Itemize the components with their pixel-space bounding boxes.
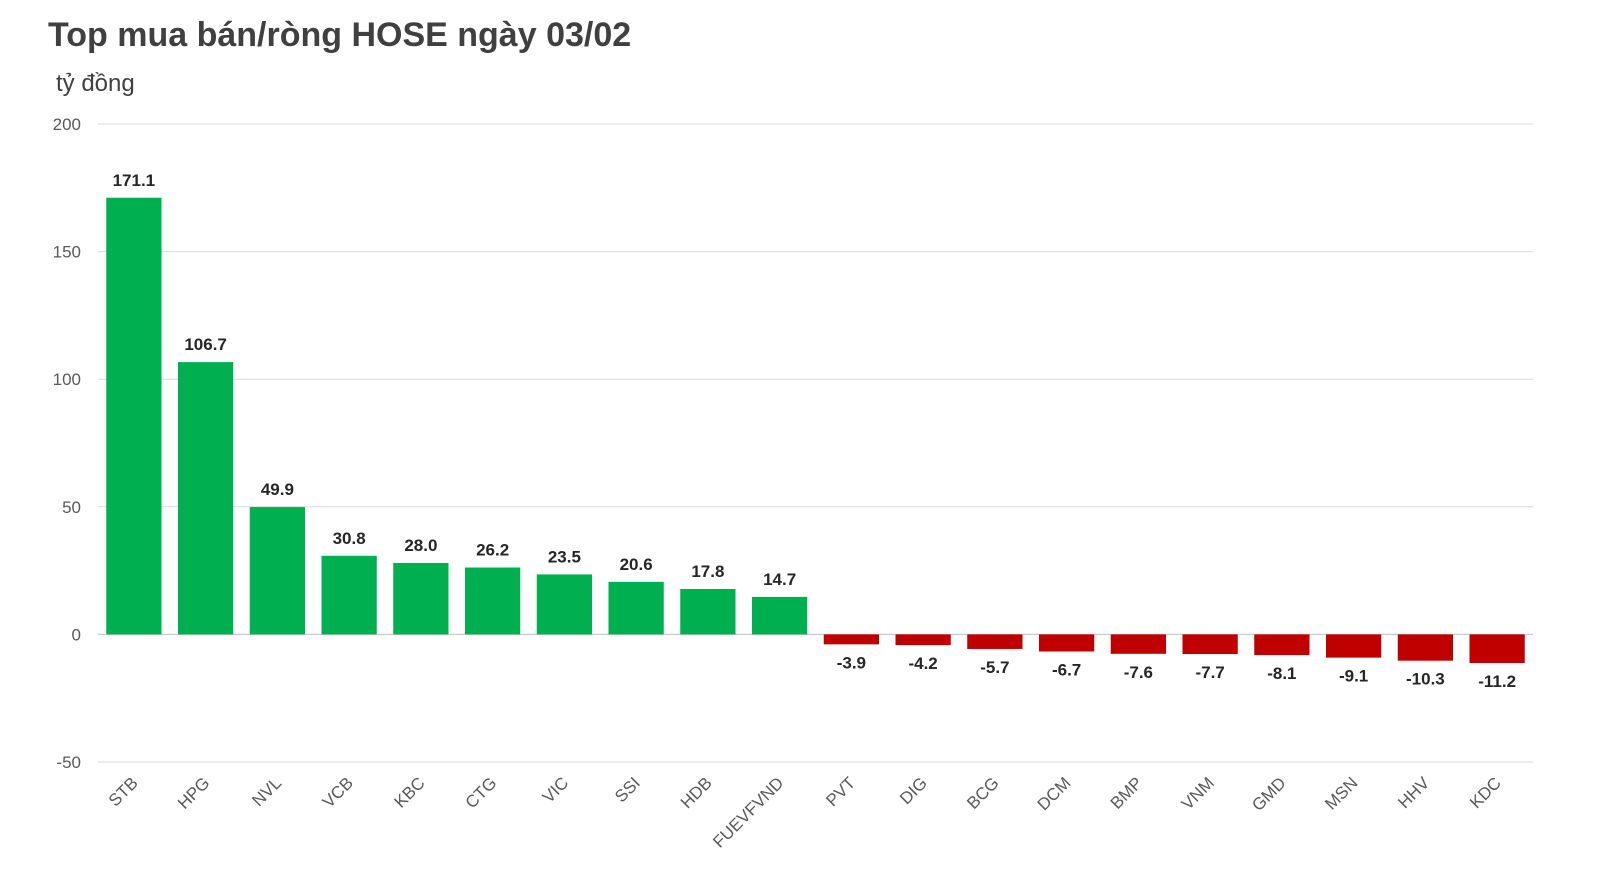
bar-fuevfvnd [752,596,808,635]
x-tick-label: STB [105,773,142,810]
bar-msn [1326,634,1382,658]
bar-hpg [178,362,234,635]
gridlines [98,123,1533,763]
x-tick-label: GMD [1248,773,1289,814]
bar-bmp [1110,634,1166,654]
bars [106,197,1525,663]
x-tick-label: HPG [174,773,213,812]
data-label: 26.2 [476,541,509,560]
y-tick-label: 200 [53,115,81,134]
bar-dig [895,634,951,646]
x-tick-label: BMP [1107,773,1146,812]
data-label: -10.3 [1406,670,1445,689]
bar-ssi [608,581,664,635]
x-tick-label: SSI [611,773,644,806]
data-label: -8.1 [1267,664,1296,683]
chart-title: Top mua bán/ròng HOSE ngày 03/02 [48,16,632,54]
bar-gmd [1254,634,1310,656]
data-label: 171.1 [113,171,156,190]
y-axis-unit-label: tỷ đồng [56,70,135,97]
x-tick-label: FUEVFVND [709,773,787,851]
x-tick-label: KBC [391,773,429,811]
bar-pvt [823,634,879,645]
x-tick-label: KDC [1466,773,1505,812]
data-label: 49.9 [261,480,294,499]
bar-kbc [393,562,449,635]
x-tick-label: PVT [822,773,859,810]
data-label: 14.7 [763,570,796,589]
bar-vnm [1182,634,1238,655]
bar-nvl [249,507,305,635]
x-tick-label: DCM [1034,773,1075,814]
data-label: 28.0 [404,536,437,555]
data-label: 23.5 [548,547,581,566]
x-tick-label: VCB [319,773,357,811]
y-tick-label: -50 [56,753,81,772]
data-label: 17.8 [691,562,724,581]
data-label: 106.7 [184,335,227,354]
bar-ctg [465,567,521,635]
bar-stb [106,197,162,635]
x-tick-label: VNM [1178,773,1218,813]
data-label: -5.7 [980,658,1009,677]
bar-bcg [967,634,1023,649]
x-tick-label: NVL [248,773,285,810]
bar-vcb [321,555,377,635]
data-labels: 171.1 106.7 49.9 30.8 28.0 26.2 23.5 20.6 17.8 14… [113,171,1516,691]
y-tick-label: 50 [62,498,81,517]
data-label: -7.6 [1124,663,1153,682]
data-label: -4.2 [908,654,937,673]
x-tick-label: HDB [677,773,716,812]
bar-dcm [1039,634,1095,652]
x-tick-label: HHV [1394,773,1433,812]
data-label: -11.2 [1478,672,1516,691]
x-tick-label: VIC [539,773,572,806]
data-label: 20.6 [620,555,653,574]
x-tick-label: CTG [462,773,501,812]
data-label: 30.8 [333,529,366,548]
data-label: -3.9 [837,653,866,672]
x-tick-label: DIG [896,773,931,808]
data-label: -7.7 [1195,663,1224,682]
bar-vic [536,574,592,635]
y-axis-ticks: -50 0 50 100 150 200 [53,115,81,772]
data-label: -9.1 [1339,667,1368,686]
x-tick-label: BCG [963,773,1002,812]
y-tick-label: 150 [53,243,81,262]
bar-hdb [680,588,736,635]
y-tick-label: 100 [53,370,81,389]
y-tick-label: 0 [72,625,81,644]
bar-kdc [1469,634,1525,663]
bar-hhv [1397,634,1453,661]
x-tick-label: MSN [1321,773,1361,813]
data-label: -6.7 [1052,660,1081,679]
